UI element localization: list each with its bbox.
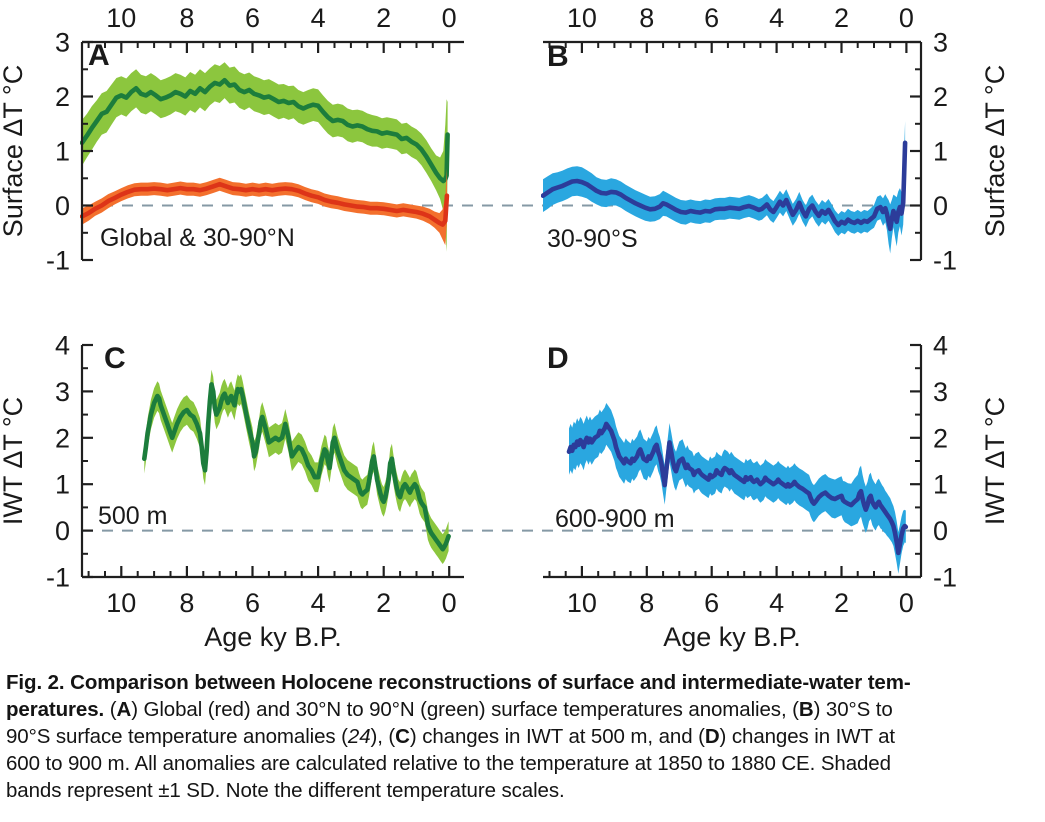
y-tick-label: 1 (55, 470, 70, 500)
y-tick-label: 3 (55, 28, 70, 58)
y-axis-title: IWT ΔT °C (980, 397, 1010, 525)
x-tick-label: 8 (639, 3, 654, 33)
y-tick-label: 4 (933, 331, 948, 361)
y-tick-label: 0 (933, 191, 948, 221)
caption-segment: ) Global (red) and 30°N to 90°N (green) … (131, 698, 799, 721)
y-tick-label: 4 (55, 331, 70, 361)
caption-segment: 90°S surface temperature anomalies ( (6, 725, 348, 748)
series-band-iwt-500m (144, 369, 449, 564)
x-tick-label: 4 (769, 588, 784, 618)
y-tick-label: 0 (933, 516, 948, 546)
x-tick-label: 2 (834, 588, 849, 618)
x-tick-label: 0 (899, 588, 914, 618)
series-line-surface-30-90N (80, 77, 450, 184)
x-tick-label: 10 (567, 588, 597, 618)
x-tick-label: 8 (179, 588, 194, 618)
caption-segment: 24 (347, 725, 371, 748)
panel-D-series (566, 403, 909, 574)
y-tick-label: -1 (46, 246, 70, 276)
caption-segment: ( (109, 698, 117, 721)
caption-segment: ) changes in IWT at (719, 725, 896, 748)
panel-letter: B (547, 40, 569, 73)
y-axis-title: Surface ΔT °C (980, 65, 1010, 237)
x-tick-label: 2 (834, 3, 849, 33)
panel-annotation: 600-900 m (555, 505, 675, 533)
x-tick-label: 4 (769, 3, 784, 33)
x-axis-title: Age ky B.P. (663, 622, 801, 652)
y-axis-title: Surface ΔT °C (0, 65, 28, 237)
y-tick-label: 1 (933, 137, 948, 167)
x-tick-label: 4 (311, 588, 326, 618)
x-tick-label: 6 (245, 3, 260, 33)
y-tick-label: 2 (55, 423, 70, 453)
y-tick-label: 2 (55, 82, 70, 112)
series-line-surface-global (80, 181, 450, 227)
y-tick-label: 1 (933, 470, 948, 500)
y-tick-label: -1 (933, 563, 957, 593)
series-line-iwt-500m (142, 382, 451, 552)
y-axis-title: IWT ΔT °C (0, 397, 28, 525)
y-tick-label: 3 (933, 377, 948, 407)
panel-A-series (80, 62, 450, 252)
y-tick-label: 2 (933, 82, 948, 112)
caption-segment: D (704, 725, 720, 748)
x-tick-label: 8 (179, 3, 194, 33)
caption-segment: ) 30°S to (813, 698, 893, 721)
panel-annotation: 500 m (98, 502, 167, 530)
y-tick-label: 1 (55, 137, 70, 167)
caption-segment: B (798, 698, 814, 721)
x-tick-label: 10 (106, 3, 136, 33)
y-tick-label: 2 (933, 423, 948, 453)
y-tick-label: 3 (55, 377, 70, 407)
x-tick-label: 0 (442, 588, 457, 618)
y-tick-label: -1 (933, 246, 957, 276)
caption-segment: A (116, 698, 132, 721)
panel-C-series (142, 369, 451, 564)
panel-B-series (541, 121, 908, 254)
caption-segment: ), ( (370, 725, 396, 748)
series-line-iwt-600-900m (566, 421, 909, 556)
panel-letter: D (547, 342, 569, 375)
x-tick-label: 10 (106, 588, 136, 618)
panel-annotation: Global & 30-90°N (100, 224, 295, 252)
y-tick-label: 0 (55, 191, 70, 221)
x-tick-label: 2 (376, 3, 391, 33)
panel-letter: C (104, 342, 126, 375)
caption-segment: C (395, 725, 410, 748)
caption-segment: ) changes in IWT at 500 m, and ( (409, 725, 705, 748)
x-tick-label: 0 (899, 3, 914, 33)
series-band-surface-30-90N (82, 62, 448, 252)
x-tick-label: 2 (376, 588, 391, 618)
scientific-figure: 10 8 6 4 2 0 3 2 1 0 -1 Surface ΔT °C A Global & 30-9… (0, 3, 1010, 802)
series-band-iwt-600-900m (569, 403, 906, 574)
y-tick-label: -1 (46, 563, 70, 593)
series-line-surface-30-90S (541, 140, 908, 232)
x-tick-label: 4 (311, 3, 326, 33)
caption-segment: peratures. (6, 698, 110, 721)
x-tick-label: 8 (639, 588, 654, 618)
x-axis-title: Age ky B.P. (204, 622, 342, 652)
panel-letter: A (88, 39, 110, 72)
x-tick-label: 0 (442, 3, 457, 33)
caption-segment: Fig. 2. Comparison between Holocene reco… (6, 671, 911, 694)
panel-annotation: 30-90°S (547, 225, 638, 253)
caption-segment: 600 to 900 m. All anomalies are calculat… (6, 752, 891, 775)
y-tick-label: 3 (933, 28, 948, 58)
x-tick-label: 6 (245, 588, 260, 618)
figure-caption: Fig. 2. Comparison between Holocene reco… (6, 669, 1040, 804)
caption-segment: bands represent ±1 SD. Note the differen… (6, 779, 565, 802)
y-tick-label: 0 (55, 516, 70, 546)
x-tick-label: 6 (704, 3, 719, 33)
series-band-surface-30-90S (543, 121, 906, 254)
x-tick-label: 6 (704, 588, 719, 618)
x-tick-label: 10 (567, 3, 597, 33)
